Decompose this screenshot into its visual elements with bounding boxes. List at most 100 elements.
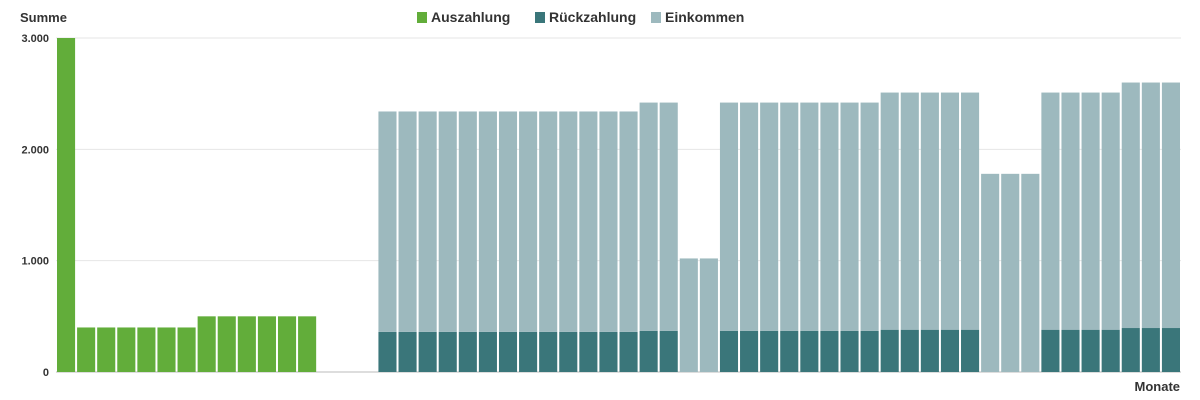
bar-segment (137, 327, 156, 372)
y-tick-label: 3.000 (21, 33, 49, 45)
bar-segment (900, 92, 919, 330)
bar-segment (1041, 92, 1060, 330)
bar-segment (438, 331, 457, 372)
y-tick-label: 1.000 (21, 256, 49, 268)
bar-segment (1061, 329, 1080, 372)
bar-segment (378, 111, 397, 332)
bar-segment (1161, 82, 1180, 329)
bar-segment (197, 316, 216, 372)
bar-segment (539, 331, 558, 372)
bar-segment (378, 331, 397, 372)
bar-segment (740, 330, 759, 372)
legend-item: Auszahlung (431, 9, 510, 25)
bar-segment (639, 102, 658, 331)
bar-segment (77, 327, 96, 372)
bar-segment (820, 330, 839, 372)
bar-segment (780, 102, 799, 331)
bar-segment (981, 173, 1000, 372)
legend-item: Rückzahlung (549, 9, 636, 25)
bar-segment (277, 316, 297, 372)
bar-segment (940, 92, 960, 330)
bar-segment (1121, 328, 1140, 372)
bar-segment (719, 102, 739, 331)
bar-segment (418, 331, 437, 372)
bar-segment (157, 327, 176, 372)
bar-segment (539, 111, 558, 332)
bar-segment (97, 327, 116, 372)
bar-segment (1081, 329, 1100, 372)
bar-segment (1041, 329, 1060, 372)
bar-segment (398, 331, 417, 372)
bar-segment (519, 331, 538, 372)
bar-segment (559, 111, 578, 332)
bar-segment (920, 92, 939, 330)
bar-segment (478, 111, 497, 332)
bar-segment (177, 327, 196, 372)
legend: Auszahlung Rückzahlung Einkommen (417, 9, 744, 25)
legend-swatch (651, 12, 661, 23)
bar-segment (579, 111, 598, 332)
bar-segment (760, 330, 779, 372)
y-tick-label: 2.000 (21, 144, 49, 156)
bar-segment (820, 102, 839, 331)
bar-segment (1101, 329, 1120, 372)
legend-swatch (417, 12, 427, 23)
bar-segment (719, 330, 739, 372)
bar-segment (740, 102, 759, 331)
bar-segment (699, 258, 718, 372)
bar-segment (257, 316, 276, 372)
y-tick-label: 0 (43, 367, 49, 379)
y-tick-labels: 0 1.000 2.000 3.000 (21, 33, 49, 379)
bar-segment (398, 111, 417, 332)
bar-segment (579, 331, 598, 372)
x-axis-title: Monate (1135, 379, 1181, 394)
bar-segment (1021, 173, 1040, 372)
bar-segment (840, 330, 859, 372)
bar-segment (418, 111, 437, 332)
bar-segment (237, 316, 256, 372)
bar-segment (438, 111, 457, 332)
bar-segment (559, 331, 578, 372)
bar-segment (519, 111, 538, 332)
bar-segment (57, 38, 76, 372)
legend-item: Einkommen (665, 9, 744, 25)
y-axis-title: Summe (20, 10, 67, 25)
bar-segment (217, 316, 236, 372)
bar-segment (800, 102, 819, 331)
bar-segment (117, 327, 136, 372)
bar-segment (1001, 173, 1020, 372)
legend-swatch (535, 12, 545, 23)
bar-segment (599, 111, 618, 332)
bar-segment (961, 329, 980, 372)
bar-segment (619, 111, 638, 332)
bar-segment (619, 331, 638, 372)
bar-segment (940, 329, 960, 372)
bar-segment (1141, 82, 1160, 329)
bar-segment (298, 316, 317, 372)
bar-segment (599, 331, 618, 372)
bar-segment (780, 330, 799, 372)
bar-segment (840, 102, 859, 331)
bar-segment (659, 330, 678, 372)
bar-segment (498, 111, 518, 332)
bar-segment (1081, 92, 1100, 330)
bar-segment (659, 102, 678, 331)
bars (57, 38, 1180, 372)
bar-segment (920, 329, 939, 372)
bar-segment (679, 258, 698, 372)
bar-segment (961, 92, 980, 330)
bar-segment (880, 92, 899, 330)
bar-segment (498, 331, 518, 372)
bar-segment (1121, 82, 1140, 329)
bar-segment (860, 330, 879, 372)
bar-segment (800, 330, 819, 372)
bar-segment (1061, 92, 1080, 330)
bar-segment (478, 331, 497, 372)
bar-segment (458, 111, 477, 332)
bar-segment (1161, 328, 1180, 372)
bar-segment (900, 329, 919, 372)
bar-segment (639, 330, 658, 372)
bar-segment (860, 102, 879, 331)
